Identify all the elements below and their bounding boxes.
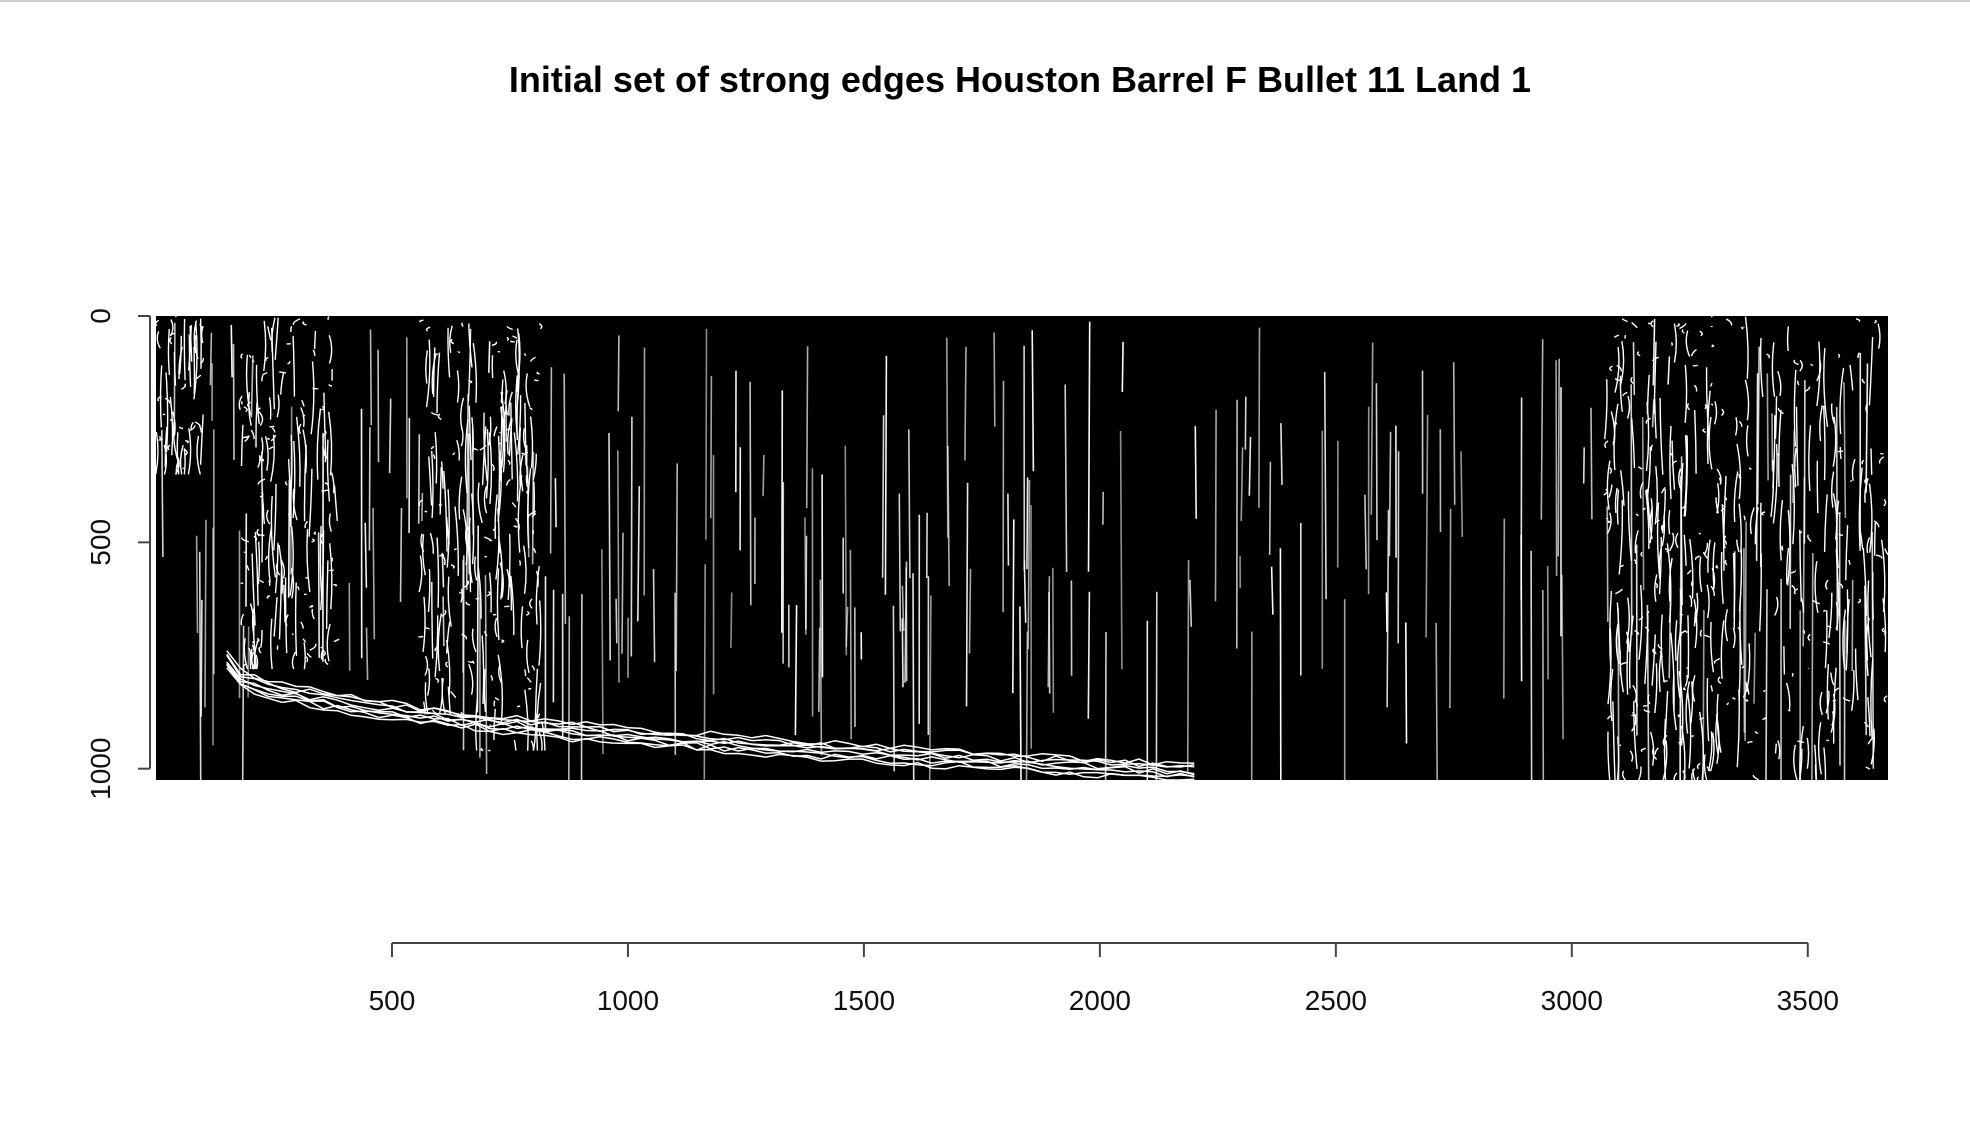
y-tick-label: 0 (85, 308, 116, 324)
x-tick-label: 1500 (833, 985, 895, 1016)
edge-image (156, 311, 1888, 780)
x-tick-label: 500 (369, 985, 416, 1016)
x-axis: 500 1000 1500 2000 2500 3000 3500 (369, 943, 1839, 1016)
y-tick-label: 1000 (85, 738, 116, 800)
x-tick-label: 3000 (1541, 985, 1603, 1016)
x-tick-label: 2500 (1305, 985, 1367, 1016)
edge-image-background (156, 316, 1888, 780)
y-axis: 0 500 1000 (85, 308, 150, 800)
chart-title: Initial set of strong edges Houston Barr… (509, 59, 1531, 100)
y-tick-label: 500 (85, 519, 116, 566)
x-tick-label: 3500 (1777, 985, 1839, 1016)
x-tick-label: 1000 (597, 985, 659, 1016)
x-tick-label: 2000 (1069, 985, 1131, 1016)
